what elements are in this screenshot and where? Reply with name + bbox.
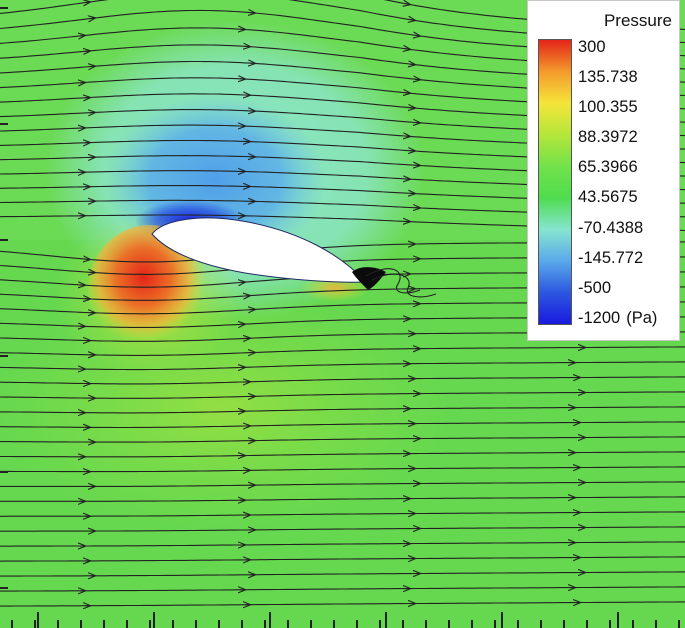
legend-level-value: 65.3966 <box>578 158 638 177</box>
legend-level: 88.3972 <box>578 127 678 157</box>
streamline <box>0 376 685 385</box>
legend-level: -145.772 <box>578 248 678 278</box>
legend-level: 300 <box>578 37 678 67</box>
streamline <box>0 436 685 443</box>
streamline <box>0 346 685 356</box>
flow-arrow <box>405 93 410 94</box>
legend-level: 43.5675 <box>578 187 678 217</box>
streamline <box>0 526 685 532</box>
legend-level: -1200 (Pa) <box>578 308 678 338</box>
pressure-legend: Pressure 300 135.738 100.355 88.3972 65.3966… <box>527 0 680 341</box>
streamline <box>0 511 685 517</box>
legend-level: -500 <box>578 278 678 308</box>
legend-unit: (Pa) <box>626 308 658 327</box>
axis-ticks <box>0 7 680 628</box>
legend-level: 135.738 <box>578 67 678 97</box>
flow-arrow <box>415 35 420 36</box>
streamline <box>0 421 685 429</box>
flow-arrow <box>85 2 90 3</box>
legend-level-value: 88.3972 <box>578 128 638 147</box>
streamline <box>0 481 685 487</box>
streamline <box>0 466 685 473</box>
flow-arrow <box>405 4 410 5</box>
flow-arrow <box>410 20 415 21</box>
legend-level-value: 100.355 <box>578 98 638 117</box>
legend-level-value: -70.4388 <box>578 218 644 237</box>
wake-swirl <box>371 273 437 298</box>
legend-labels: 300 135.738 100.355 88.3972 65.3966 43.5675 -7… <box>578 37 678 337</box>
legend-level-value: 135.738 <box>578 68 638 87</box>
flow-arrow <box>415 79 420 80</box>
legend-level-value: -1200 <box>578 308 621 327</box>
streamline <box>0 391 685 399</box>
legend-title: Pressure <box>603 11 672 30</box>
legend-level-value: 300 <box>578 38 606 56</box>
streamline <box>0 571 685 577</box>
legend-level-value: 43.5675 <box>578 188 638 207</box>
stagnation-zone <box>88 225 212 355</box>
legend-level: 100.355 <box>578 97 678 127</box>
streamline <box>0 601 685 607</box>
flow-arrow <box>80 35 85 36</box>
streamline <box>0 556 685 562</box>
flow-arrow <box>405 49 410 50</box>
wake-vortex <box>352 267 386 290</box>
flow-arrow <box>90 18 95 19</box>
legend-level: -70.4388 <box>578 218 678 248</box>
legend-level-value: -145.772 <box>578 248 644 267</box>
flow-arrow <box>410 64 415 65</box>
legend-level-value: -500 <box>578 278 612 297</box>
color-scale-bar <box>538 39 572 325</box>
legend-level: 65.3966 <box>578 157 678 187</box>
